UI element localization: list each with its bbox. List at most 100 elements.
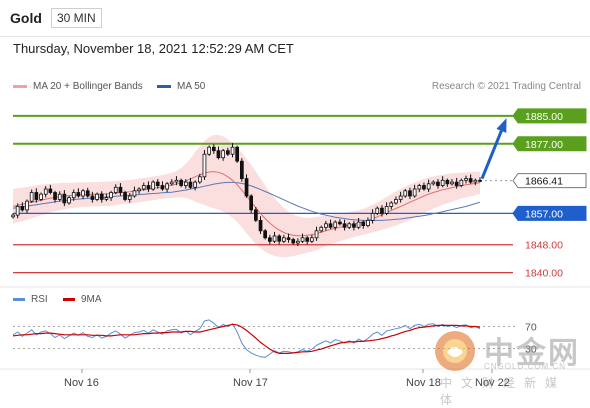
candle-body xyxy=(342,223,347,228)
price-tag-last xyxy=(512,173,587,189)
candle-body xyxy=(211,146,216,152)
candle-body xyxy=(370,212,375,221)
x-label-nov17: Nov 17 xyxy=(233,377,268,389)
candle-body xyxy=(314,230,319,239)
candle-body xyxy=(464,178,468,181)
candle-body xyxy=(62,193,67,204)
candle-body xyxy=(272,235,277,242)
candle-body xyxy=(188,181,193,188)
price-tag-resistance xyxy=(512,136,587,152)
candle-body xyxy=(473,179,478,183)
candle-body xyxy=(67,197,71,204)
legend-swatch-rsi xyxy=(13,298,25,301)
legend-swatch-ma50 xyxy=(157,85,171,88)
candle-body xyxy=(90,195,95,200)
candle-body xyxy=(202,153,207,178)
candle-body xyxy=(34,192,39,200)
candle-body xyxy=(53,192,57,200)
x-label-nov22: Nov 22 xyxy=(475,377,510,389)
x-label-nov18: Nov 18 xyxy=(406,377,441,389)
price-level-label-1885-00: 1885.00 xyxy=(525,111,563,123)
candle-body xyxy=(361,221,366,227)
candle-body xyxy=(43,188,48,195)
candle-body xyxy=(193,181,197,188)
candle-body xyxy=(366,219,370,226)
candle-body xyxy=(132,190,137,197)
candle-body xyxy=(417,185,422,190)
candle-body xyxy=(183,181,188,187)
candle-body xyxy=(39,193,43,200)
candle-body xyxy=(347,223,352,228)
price-level-label-1857-00: 1857.00 xyxy=(525,208,563,220)
candle-body xyxy=(319,226,324,232)
candle-body xyxy=(20,205,25,211)
candle-body xyxy=(146,185,151,190)
candle-body xyxy=(277,235,282,242)
candle-body xyxy=(207,146,211,155)
candle-body xyxy=(258,219,263,232)
candle-body xyxy=(403,190,408,197)
candle-body xyxy=(235,146,239,162)
candle-body xyxy=(230,146,235,155)
candle-body xyxy=(85,190,90,197)
price-tag-pivot xyxy=(512,205,587,221)
legend-ma20-bollinger: MA 20 + Bollinger Bands xyxy=(13,81,143,92)
chart-header: Gold 30 MIN xyxy=(0,0,590,37)
candle-body xyxy=(398,195,403,200)
rsi-line xyxy=(12,319,481,358)
candle-body xyxy=(356,221,361,228)
candle-body xyxy=(454,181,459,187)
legend-label-ma50: MA 50 xyxy=(177,81,206,92)
candle-body xyxy=(468,178,473,183)
candle-body xyxy=(81,190,85,197)
candle-body xyxy=(165,183,169,190)
candle-body xyxy=(253,209,258,221)
candle-body xyxy=(29,192,34,202)
candle-body xyxy=(338,221,342,225)
candle-body xyxy=(305,237,310,242)
candle-body xyxy=(291,239,296,244)
price-level-label-1848-00: 1848.00 xyxy=(525,240,563,252)
candle-body xyxy=(179,179,183,186)
legend-rsi: RSI xyxy=(13,294,48,305)
candle-body xyxy=(478,179,482,182)
candle-body xyxy=(95,193,99,200)
candle-body xyxy=(155,181,160,187)
candle-body xyxy=(15,205,20,216)
candle-body xyxy=(249,195,253,211)
timeframe-badge[interactable]: 30 MIN xyxy=(51,8,102,28)
candle-body xyxy=(431,181,436,185)
candle-body xyxy=(239,160,244,179)
legend-label-9ma: 9MA xyxy=(81,294,102,305)
candle-body xyxy=(48,188,53,193)
rsi-level-label-70: 70 xyxy=(525,322,537,334)
candle-body xyxy=(380,207,384,214)
price-level-label-1840-00: 1840.00 xyxy=(525,268,563,280)
x-label-nov16: Nov 16 xyxy=(64,377,99,389)
candle-body xyxy=(141,185,146,190)
legend-label-ma20: MA 20 + Bollinger Bands xyxy=(33,81,143,92)
asset-name: Gold xyxy=(10,10,42,26)
candle-body xyxy=(267,237,272,242)
rsi-9ma-line xyxy=(12,323,481,354)
candle-body xyxy=(174,179,179,183)
candle-body xyxy=(76,192,81,197)
candle-body xyxy=(151,181,155,190)
candle-body xyxy=(309,237,314,242)
candle-body xyxy=(295,240,300,244)
candle-body xyxy=(459,179,464,186)
price-level-label-1866-41: 1866.41 xyxy=(525,176,563,188)
credit-text: Research © 2021 Trading Central xyxy=(431,81,581,92)
projection-arrow-shaft xyxy=(480,121,507,180)
candle-body xyxy=(197,176,202,183)
candle-body xyxy=(169,181,174,185)
candle-body xyxy=(71,192,76,199)
candle-body xyxy=(422,185,426,190)
candle-body xyxy=(99,193,104,200)
candle-body xyxy=(328,223,333,228)
watermark: 中金网 CNGOLD.COM.CN 中文财经新媒体 xyxy=(434,328,584,407)
candle-body xyxy=(25,200,29,211)
chart-timestamp: Thursday, November 18, 2021 12:52:29 AM … xyxy=(13,41,294,56)
candle-body xyxy=(436,181,440,187)
